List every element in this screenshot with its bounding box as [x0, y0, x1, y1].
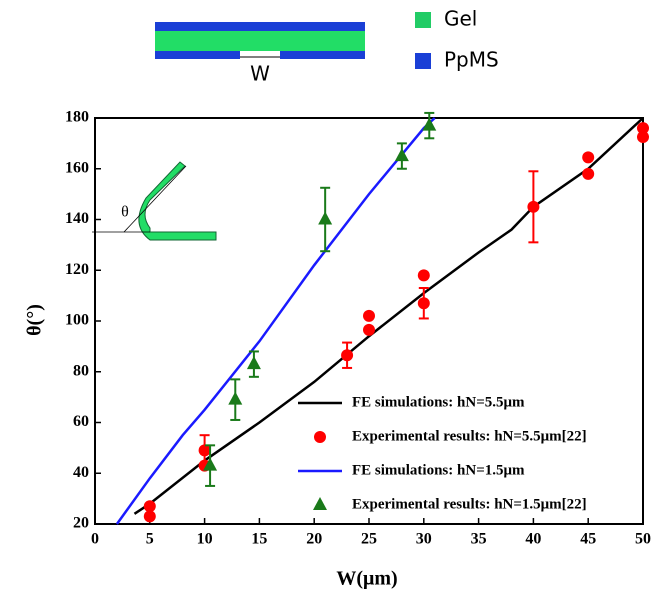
- ppms-layer: [280, 51, 365, 59]
- data-point: [203, 457, 218, 471]
- data-point: [394, 148, 409, 162]
- x-tick-label: 40: [525, 531, 541, 548]
- y-tick-label: 140: [65, 210, 89, 227]
- x-tick-label: 10: [197, 531, 213, 548]
- x-tick-label: 25: [361, 531, 377, 548]
- data-point: [143, 510, 156, 523]
- data-point: [318, 211, 333, 225]
- data-point: [341, 349, 354, 362]
- legend-label: Experimental results: hN=1.5μm[22]: [352, 496, 587, 512]
- data-point: [417, 269, 430, 282]
- x-tick-label: 15: [251, 531, 267, 548]
- data-point: [198, 444, 211, 457]
- data-point: [228, 391, 243, 405]
- series-line: [115, 117, 436, 525]
- data-point: [582, 167, 595, 180]
- y-tick-label: 100: [65, 312, 89, 329]
- x-tick-label: 45: [580, 531, 596, 548]
- x-tick-label: 35: [471, 531, 487, 548]
- x-tick-label: 30: [416, 531, 432, 548]
- schematic: W: [155, 22, 365, 86]
- data-point: [143, 500, 156, 513]
- legend-label: Gel: [444, 7, 477, 31]
- data-point: [246, 356, 261, 370]
- data-point: [582, 151, 595, 164]
- data-point: [637, 122, 649, 135]
- y-tick-label: 120: [65, 261, 89, 278]
- data-point: [363, 309, 375, 322]
- legend-swatch: [415, 12, 431, 28]
- legend-label: PpMS: [444, 48, 499, 72]
- data-point: [422, 117, 437, 131]
- legend-marker: [314, 431, 326, 443]
- x-tick-label: 20: [306, 531, 322, 548]
- data-point: [527, 200, 540, 213]
- angle-label: θ: [121, 204, 129, 221]
- series-line: [133, 117, 644, 515]
- y-tick-label: 80: [73, 362, 89, 379]
- y-tick-label: 180: [65, 109, 89, 126]
- y-axis-label: θ(°): [24, 304, 46, 336]
- y-tick-label: 60: [73, 413, 89, 430]
- legend-label: FE simulations: hN=1.5μm: [352, 462, 525, 478]
- data-point: [363, 323, 375, 336]
- legend-swatch: [415, 53, 431, 69]
- x-tick-label: 0: [91, 531, 99, 548]
- gel-layer: [155, 31, 365, 51]
- width-label: W: [250, 62, 270, 86]
- inset: θ: [92, 161, 217, 241]
- data-point: [417, 297, 430, 310]
- legend-label: Experimental results: hN=5.5μm[22]: [352, 428, 587, 444]
- x-axis-label: W(μm): [336, 568, 397, 590]
- y-tick-label: 160: [65, 159, 89, 176]
- y-tick-label: 20: [73, 515, 89, 532]
- x-tick-label: 5: [146, 531, 154, 548]
- ppms-layer: [155, 51, 240, 59]
- x-tick-label: 50: [635, 531, 651, 548]
- ppms-layer: [155, 22, 365, 31]
- data-point: [637, 131, 649, 144]
- legend-label: FE simulations: hN=5.5μm: [352, 394, 525, 410]
- y-tick-label: 40: [73, 464, 89, 481]
- legend-marker: [313, 497, 327, 510]
